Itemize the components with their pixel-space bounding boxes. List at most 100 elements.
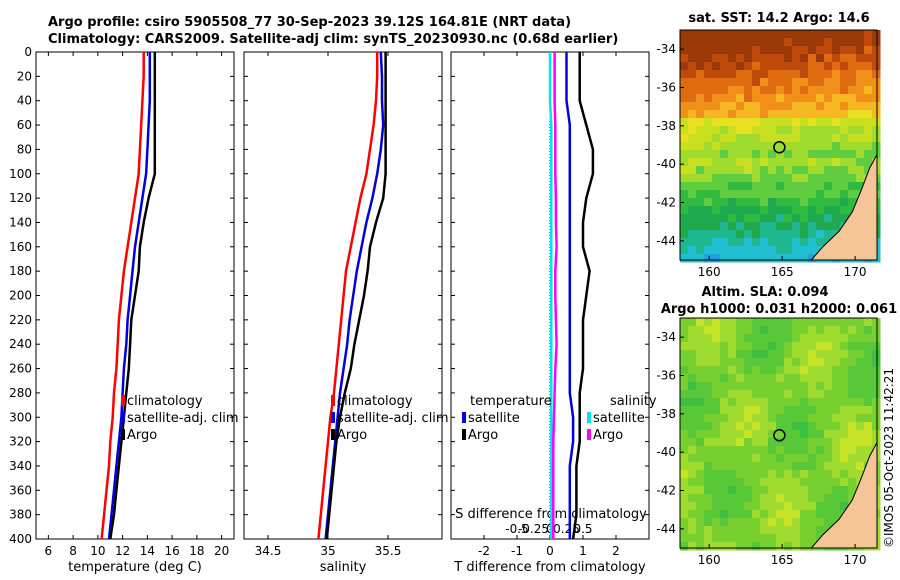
map-cell (720, 86, 729, 95)
map-cell (840, 454, 849, 463)
map-cell (776, 46, 785, 55)
map-cell (800, 134, 809, 143)
map-cell (872, 366, 881, 375)
map-cell (864, 374, 873, 383)
map-cell (728, 358, 737, 367)
map-cell (744, 446, 753, 455)
map-cell (680, 126, 689, 135)
map-cell (744, 414, 753, 423)
map-cell (744, 518, 753, 527)
map-cell (712, 246, 721, 255)
secondary-tick-label: 0 (546, 522, 554, 536)
map-cell (752, 182, 761, 191)
map-cell (688, 470, 697, 479)
chart-title-line2: Climatology: CARS2009. Satellite-adj cli… (48, 32, 619, 47)
map-cell (832, 54, 841, 63)
map-cell (840, 206, 849, 215)
map-cell (688, 350, 697, 359)
map-cell (816, 38, 825, 47)
map-cell (728, 326, 737, 335)
map-cell (800, 398, 809, 407)
map-cell (800, 534, 809, 543)
map-cell (696, 334, 705, 343)
map-cell (712, 430, 721, 439)
map-cell (752, 326, 761, 335)
map-cell (792, 366, 801, 375)
map-cell (704, 462, 713, 471)
map-cell (792, 478, 801, 487)
map-cell (776, 486, 785, 495)
map-cell (816, 318, 825, 327)
map-cell (824, 86, 833, 95)
map-cell (872, 334, 881, 343)
map-cell (760, 70, 769, 79)
map-cell (680, 166, 689, 175)
map-cell (872, 374, 881, 383)
map-cell (832, 406, 841, 415)
map-cell (704, 518, 713, 527)
map-cell (776, 214, 785, 223)
map-cell (696, 358, 705, 367)
map-cell (696, 174, 705, 183)
map-cell (856, 182, 865, 191)
map-cell (776, 542, 785, 551)
map-cell (744, 46, 753, 55)
map-cell (688, 438, 697, 447)
map-cell (872, 390, 881, 399)
map-cell (720, 326, 729, 335)
map-cell (808, 206, 817, 215)
map-cell (816, 494, 825, 503)
map-cell (736, 254, 745, 263)
map-cell (720, 454, 729, 463)
map-cell (800, 78, 809, 87)
map-cell (864, 166, 873, 175)
map-cell (680, 190, 689, 199)
map-cell (728, 430, 737, 439)
map-cell (760, 126, 769, 135)
map-cell (872, 126, 881, 135)
map-cell (856, 374, 865, 383)
map-cell (832, 126, 841, 135)
map-cell (800, 222, 809, 231)
map-cell (712, 222, 721, 231)
map-cell (816, 214, 825, 223)
map-cell (792, 214, 801, 223)
map-cell (744, 142, 753, 151)
map-cell (808, 502, 817, 511)
map-cell (792, 526, 801, 535)
map-cell (832, 142, 841, 151)
map-cell (768, 86, 777, 95)
map-cell (736, 142, 745, 151)
map-cell (784, 366, 793, 375)
map-cell (752, 110, 761, 119)
map-cell (800, 494, 809, 503)
map-cell (736, 534, 745, 543)
map-cell (800, 478, 809, 487)
map-cell (688, 30, 697, 39)
map-cell (792, 126, 801, 135)
map-cell (832, 462, 841, 471)
map-cell (696, 78, 705, 87)
map-cell (744, 334, 753, 343)
map-cell (816, 486, 825, 495)
map-cell (744, 366, 753, 375)
map-cell (784, 478, 793, 487)
map-cell (856, 126, 865, 135)
map-cell (760, 198, 769, 207)
map-cell (688, 222, 697, 231)
map-cell (712, 54, 721, 63)
map-cell (792, 398, 801, 407)
map-cell (728, 414, 737, 423)
map-cell (688, 334, 697, 343)
map-cell (696, 366, 705, 375)
map-cell (824, 470, 833, 479)
map-cell (752, 238, 761, 247)
map-cell (752, 38, 761, 47)
temperature-legend-item-label: climatology (127, 394, 203, 409)
map-cell (688, 110, 697, 119)
map-cell (688, 166, 697, 175)
map-cell (800, 374, 809, 383)
map-cell (712, 326, 721, 335)
map-y-tick-label: -38 (656, 119, 676, 133)
map-cell (800, 350, 809, 359)
